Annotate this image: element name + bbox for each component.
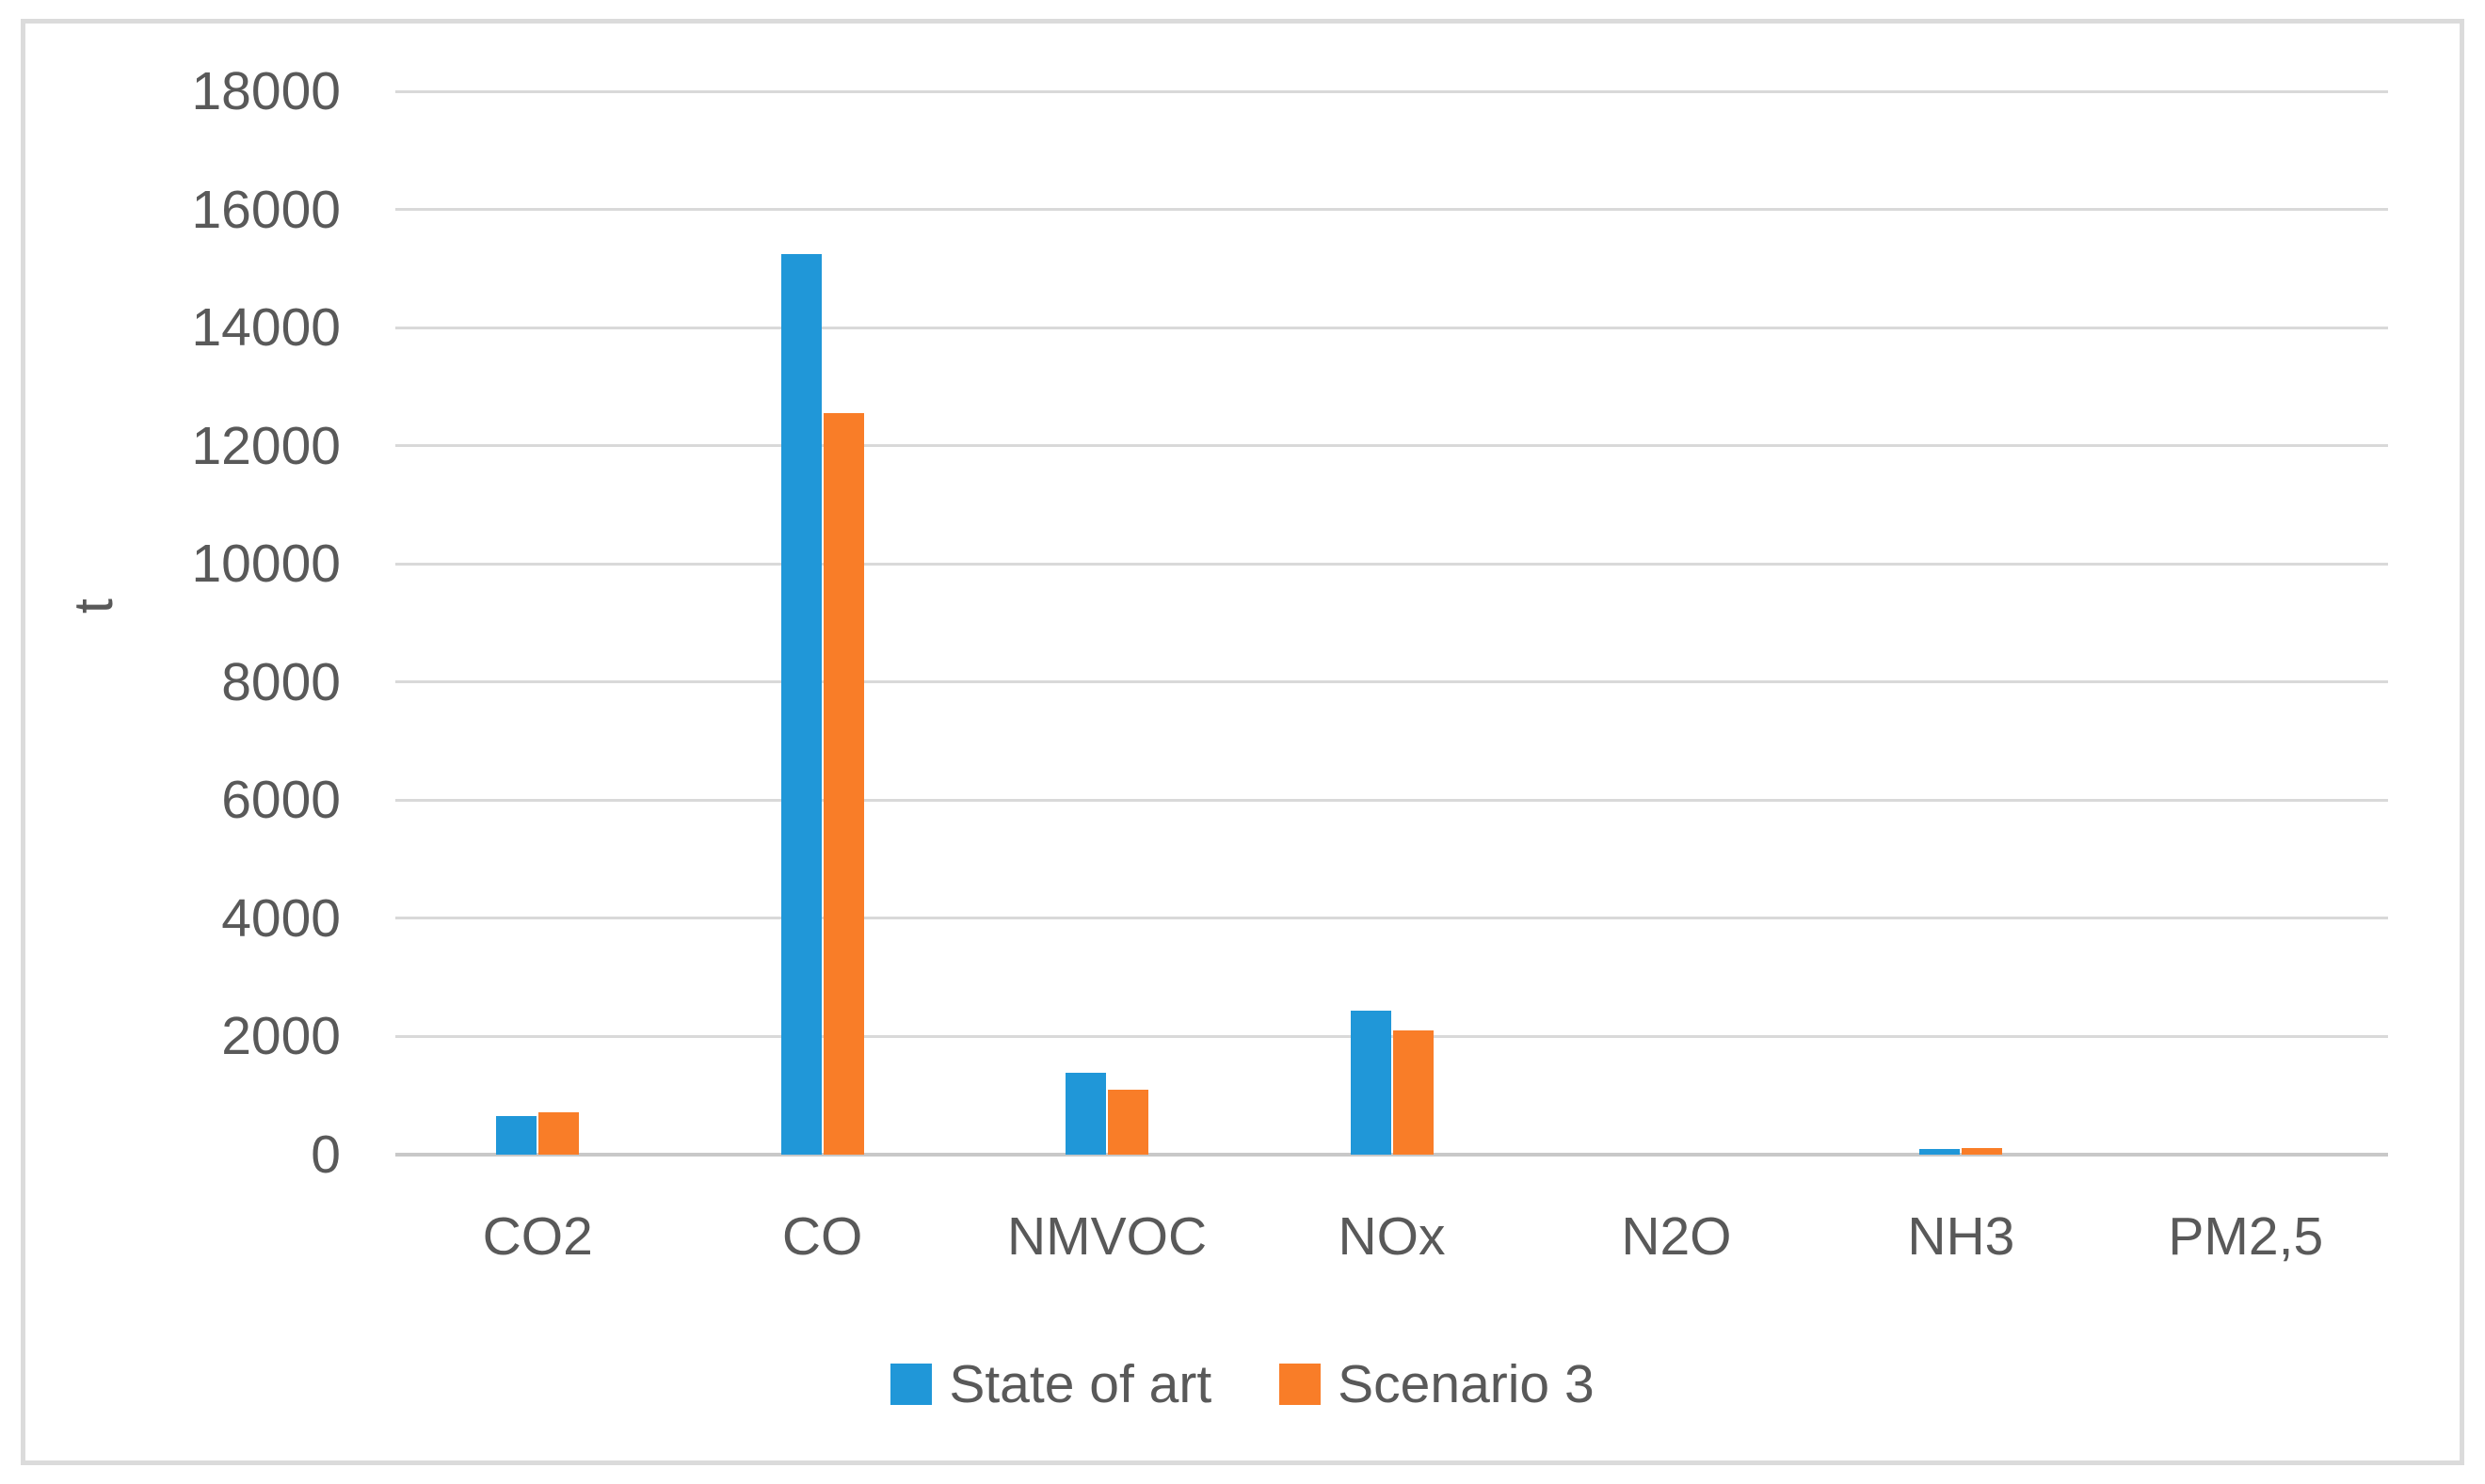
x-category-label-co2: CO2: [482, 1206, 593, 1267]
chart-legend: State of art Scenario 3: [0, 1355, 2485, 1413]
bar-state-of-art-nh3: [1919, 1148, 1961, 1155]
y-tick-label-0: 0: [311, 1125, 341, 1185]
y-tick-label-4000: 4000: [221, 887, 341, 949]
bar-state-of-art-nmvoc: [1066, 1073, 1107, 1155]
y-tick-label-6000: 6000: [221, 770, 341, 831]
gridline-4000: [395, 917, 2388, 920]
bar-state-of-art-co: [780, 253, 822, 1155]
bar-state-of-art-co2: [496, 1116, 537, 1155]
gridline-12000: [395, 444, 2388, 448]
y-tick-label-18000: 18000: [191, 61, 341, 121]
legend-swatch-icon: [890, 1364, 933, 1405]
y-tick-label-16000: 16000: [191, 179, 341, 240]
gridline-10000: [395, 562, 2388, 566]
gridline-6000: [395, 798, 2388, 802]
x-category-label-nh3: NH3: [1907, 1206, 2015, 1267]
x-category-label-n2o: N2O: [1621, 1206, 1732, 1267]
legend-label: Scenario 3: [1338, 1354, 1595, 1414]
legend-item-scenario-3: Scenario 3: [1279, 1355, 1595, 1413]
x-axis-line: [395, 1153, 2388, 1157]
bar-scenario-3-nh3: [1962, 1147, 2003, 1155]
y-tick-label-8000: 8000: [221, 651, 341, 712]
gridline-16000: [395, 208, 2388, 212]
y-tick-label-12000: 12000: [191, 415, 341, 476]
bar-scenario-3-nmvoc: [1108, 1089, 1149, 1155]
gridline-18000: [395, 89, 2388, 93]
y-tick-label-2000: 2000: [221, 1006, 341, 1067]
bar-scenario-3-nox: [1392, 1030, 1434, 1155]
gridline-2000: [395, 1034, 2388, 1038]
y-tick-label-14000: 14000: [191, 297, 341, 359]
legend-label: State of art: [949, 1354, 1212, 1414]
bar-scenario-3-co: [823, 413, 864, 1155]
x-category-label-nox: NOx: [1338, 1206, 1446, 1267]
y-tick-label-10000: 10000: [191, 534, 341, 595]
x-category-label-pm2,5: PM2,5: [2168, 1206, 2324, 1267]
gridline-8000: [395, 680, 2388, 684]
chart-frame: [21, 19, 2464, 1465]
x-category-label-nmvoc: NMVOC: [1006, 1206, 1208, 1267]
bar-state-of-art-nox: [1350, 1011, 1391, 1155]
gridline-14000: [395, 326, 2388, 329]
bar-scenario-3-co2: [538, 1111, 580, 1155]
x-category-label-co: CO: [781, 1206, 863, 1267]
legend-swatch-icon: [1279, 1364, 1322, 1405]
legend-item-state-of-art: State of art: [890, 1355, 1211, 1413]
